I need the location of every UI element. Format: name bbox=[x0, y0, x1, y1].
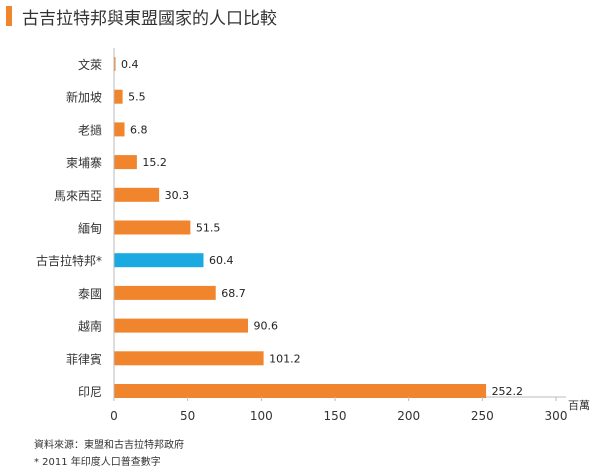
x-tick-label: 200 bbox=[397, 409, 420, 423]
value-label: 68.7 bbox=[221, 287, 246, 300]
footnote: * 2011 年印度人口普查數字 bbox=[34, 457, 161, 468]
bar bbox=[114, 384, 487, 398]
x-tick-label: 0 bbox=[110, 409, 118, 423]
bar bbox=[114, 220, 191, 235]
x-tick-label: 50 bbox=[180, 409, 195, 423]
value-label: 5.5 bbox=[128, 91, 146, 104]
value-label: 6.8 bbox=[130, 123, 148, 136]
category-label: 緬甸 bbox=[78, 222, 102, 236]
value-label: 51.5 bbox=[196, 222, 221, 235]
bar bbox=[114, 57, 116, 71]
bar bbox=[114, 285, 216, 300]
category-label: 菲律賓 bbox=[66, 351, 102, 366]
bar bbox=[114, 89, 123, 104]
bar bbox=[114, 318, 248, 333]
x-unit-label: 百萬 bbox=[568, 399, 590, 412]
x-tick-label: 250 bbox=[471, 409, 494, 423]
value-label: 90.6 bbox=[253, 320, 278, 333]
bar bbox=[114, 253, 204, 268]
category-label: 文萊 bbox=[78, 57, 102, 72]
category-label: 越南 bbox=[78, 319, 102, 334]
category-label: 馬來西亞 bbox=[54, 189, 102, 203]
category-label: 古吉拉特邦* bbox=[36, 253, 102, 268]
category-label: 老撾 bbox=[78, 123, 102, 137]
category-label: 泰國 bbox=[78, 287, 102, 301]
value-label: 30.3 bbox=[165, 189, 190, 202]
bar bbox=[114, 187, 160, 202]
value-label: 15.2 bbox=[142, 156, 167, 169]
bar bbox=[114, 351, 264, 366]
category-label: 新加坡 bbox=[66, 90, 102, 105]
bar bbox=[114, 155, 137, 170]
bar bbox=[114, 122, 125, 137]
value-label: 60.4 bbox=[209, 254, 234, 267]
title-accent-bar bbox=[6, 6, 12, 26]
source-note: 資料來源：東盟和古吉拉特邦政府 bbox=[34, 440, 184, 451]
value-label: 101.2 bbox=[269, 352, 301, 365]
category-label: 印尼 bbox=[78, 385, 102, 399]
x-tick-label: 100 bbox=[250, 409, 273, 423]
value-label: 252.2 bbox=[492, 385, 524, 398]
x-tick-label: 150 bbox=[324, 409, 347, 423]
value-label: 0.4 bbox=[121, 58, 139, 71]
chart-title: 古吉拉特邦與東盟國家的人口比較 bbox=[22, 9, 277, 29]
category-label: 柬埔寨 bbox=[66, 155, 102, 170]
x-tick-label: 300 bbox=[545, 409, 568, 423]
